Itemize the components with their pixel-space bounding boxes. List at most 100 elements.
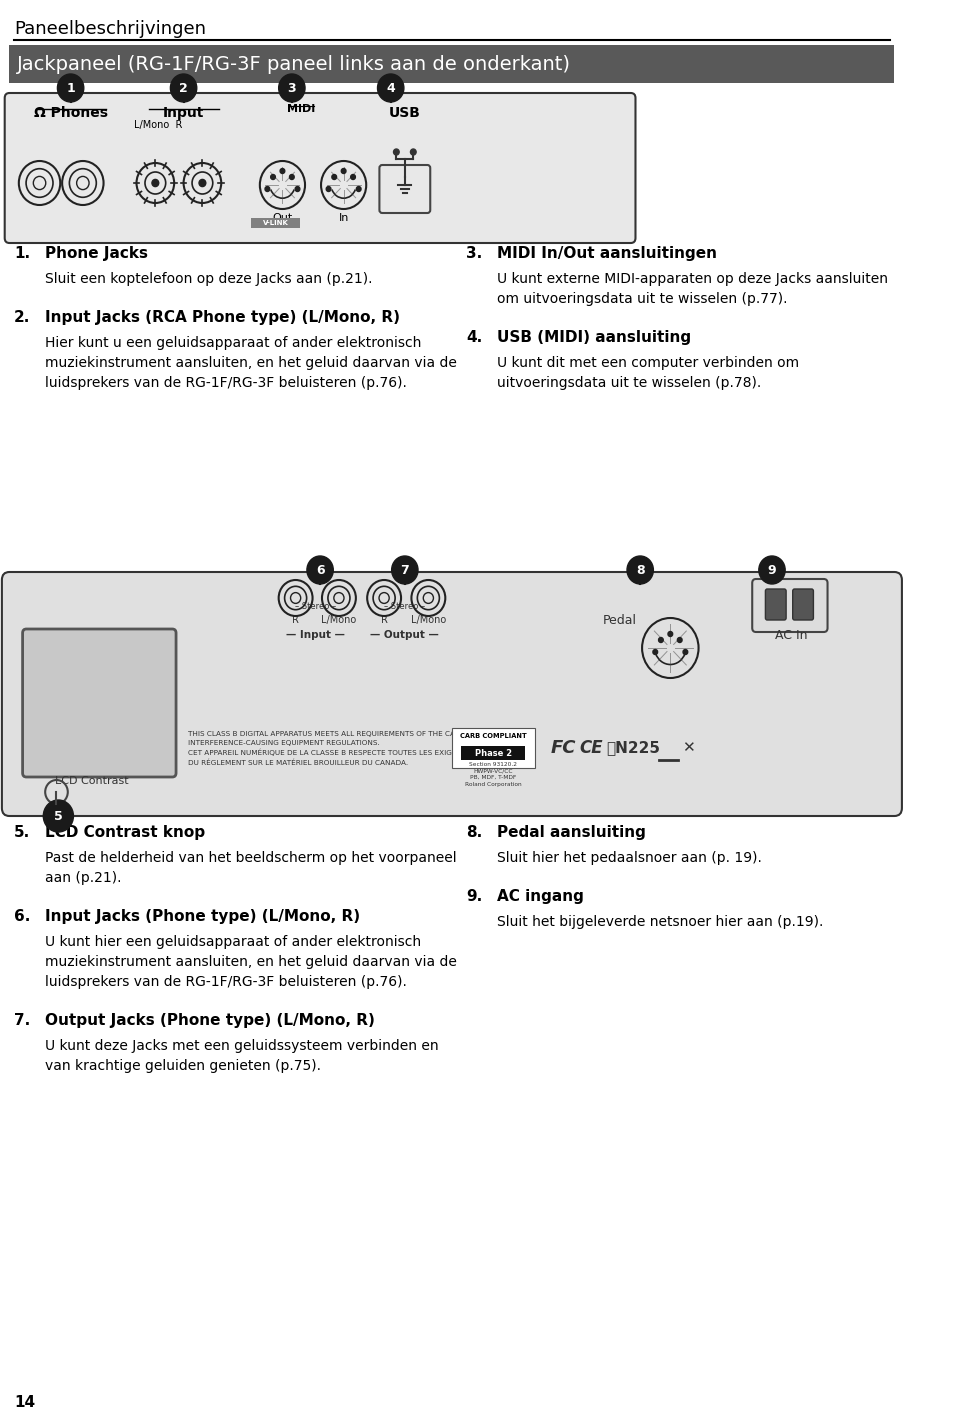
- Text: CARB COMPLIANT: CARB COMPLIANT: [460, 733, 527, 740]
- Text: muziekinstrument aansluiten, en het geluid daarvan via de: muziekinstrument aansluiten, en het gelu…: [45, 356, 457, 370]
- FancyBboxPatch shape: [23, 628, 176, 777]
- Text: Ω Phones: Ω Phones: [34, 106, 108, 120]
- Circle shape: [668, 631, 673, 637]
- Text: 14: 14: [14, 1395, 36, 1409]
- Text: R: R: [381, 615, 388, 625]
- Text: 2: 2: [180, 81, 188, 94]
- Circle shape: [377, 74, 404, 101]
- Circle shape: [171, 74, 197, 101]
- Circle shape: [683, 650, 687, 654]
- Text: U kunt dit met een computer verbinden om: U kunt dit met een computer verbinden om: [497, 356, 800, 370]
- Text: Input: Input: [163, 106, 204, 120]
- Text: R: R: [292, 615, 300, 625]
- Text: 9.: 9.: [466, 890, 482, 904]
- Text: Out: Out: [273, 213, 293, 223]
- Circle shape: [265, 187, 270, 191]
- Text: CE: CE: [579, 740, 603, 757]
- Text: Past de helderheid van het beeldscherm op het voorpaneel: Past de helderheid van het beeldscherm o…: [45, 851, 457, 865]
- FancyBboxPatch shape: [753, 578, 828, 633]
- Circle shape: [43, 800, 73, 833]
- Text: U kunt hier een geluidsapparaat of ander elektronisch: U kunt hier een geluidsapparaat of ander…: [45, 935, 421, 950]
- Text: LCD Contrast: LCD Contrast: [55, 775, 129, 785]
- Text: Sluit een koptelefoon op deze Jacks aan (p.21).: Sluit een koptelefoon op deze Jacks aan …: [45, 271, 372, 286]
- Text: 7.: 7.: [14, 1012, 31, 1028]
- Circle shape: [326, 187, 331, 191]
- Text: LCD Contrast knop: LCD Contrast knop: [45, 825, 205, 840]
- Text: Pedal aansluiting: Pedal aansluiting: [497, 825, 646, 840]
- Text: luidsprekers van de RG-1F/RG-3F beluisteren (p.76).: luidsprekers van de RG-1F/RG-3F beluiste…: [45, 975, 407, 990]
- FancyBboxPatch shape: [252, 218, 300, 228]
- Text: aan (p.21).: aan (p.21).: [45, 871, 122, 885]
- Circle shape: [627, 555, 654, 584]
- Text: MIDI In/Out aansluitingen: MIDI In/Out aansluitingen: [497, 246, 717, 261]
- Text: L/Mono: L/Mono: [411, 615, 446, 625]
- Circle shape: [356, 187, 361, 191]
- Circle shape: [758, 555, 785, 584]
- Text: – Stereo –: – Stereo –: [384, 601, 425, 611]
- Text: Pedal: Pedal: [603, 614, 636, 627]
- Text: 8: 8: [636, 564, 644, 577]
- Circle shape: [307, 555, 333, 584]
- Text: ✕: ✕: [683, 741, 695, 755]
- Text: Paneelbeschrijvingen: Paneelbeschrijvingen: [14, 20, 206, 39]
- Text: 3: 3: [288, 81, 297, 94]
- Text: muziekinstrument aansluiten, en het geluid daarvan via de: muziekinstrument aansluiten, en het gelu…: [45, 955, 457, 970]
- Circle shape: [394, 149, 399, 156]
- Circle shape: [295, 187, 300, 191]
- Text: 5: 5: [54, 810, 62, 823]
- Circle shape: [392, 555, 418, 584]
- Text: AC ingang: AC ingang: [497, 890, 584, 904]
- Text: – Stereo –: – Stereo –: [295, 601, 336, 611]
- Text: 6.: 6.: [14, 910, 31, 924]
- Text: Section 93120.2
HWPW-VC/CC
PB, MDF, T-MDF
Roland Corporation: Section 93120.2 HWPW-VC/CC PB, MDF, T-MD…: [465, 763, 521, 787]
- Circle shape: [271, 174, 276, 180]
- Text: AC In: AC In: [775, 628, 807, 641]
- Text: USB (MIDI) aansluiting: USB (MIDI) aansluiting: [497, 330, 691, 346]
- Text: ⓇN225: ⓇN225: [607, 741, 660, 755]
- Circle shape: [199, 180, 205, 187]
- Text: Phone Jacks: Phone Jacks: [45, 246, 148, 261]
- Circle shape: [332, 174, 337, 180]
- Text: 3.: 3.: [466, 246, 482, 261]
- Text: 4: 4: [386, 81, 396, 94]
- Text: Output Jacks (Phone type) (L/Mono, R): Output Jacks (Phone type) (L/Mono, R): [45, 1012, 375, 1028]
- Circle shape: [678, 637, 683, 643]
- Text: Phase 2: Phase 2: [475, 748, 512, 757]
- FancyBboxPatch shape: [765, 588, 786, 620]
- Text: In: In: [339, 213, 348, 223]
- Text: Hier kunt u een geluidsapparaat of ander elektronisch: Hier kunt u een geluidsapparaat of ander…: [45, 336, 421, 350]
- Text: USB: USB: [389, 106, 420, 120]
- Circle shape: [278, 74, 305, 101]
- Circle shape: [411, 149, 416, 156]
- Text: U kunt externe MIDI-apparaten op deze Jacks aansluiten: U kunt externe MIDI-apparaten op deze Ja…: [497, 271, 888, 286]
- Text: 9: 9: [768, 564, 777, 577]
- Text: uitvoeringsdata uit te wisselen (p.78).: uitvoeringsdata uit te wisselen (p.78).: [497, 376, 761, 390]
- FancyBboxPatch shape: [5, 93, 636, 243]
- Text: — Output —: — Output —: [371, 630, 440, 640]
- Circle shape: [341, 169, 346, 173]
- Circle shape: [350, 174, 355, 180]
- Text: luidsprekers van de RG-1F/RG-3F beluisteren (p.76).: luidsprekers van de RG-1F/RG-3F beluiste…: [45, 376, 407, 390]
- Circle shape: [280, 169, 285, 173]
- Circle shape: [290, 174, 294, 180]
- Text: Input Jacks (RCA Phone type) (L/Mono, R): Input Jacks (RCA Phone type) (L/Mono, R): [45, 310, 400, 326]
- Text: Sluit het bijgeleverde netsnoer hier aan (p.19).: Sluit het bijgeleverde netsnoer hier aan…: [497, 915, 824, 930]
- Text: 6: 6: [316, 564, 324, 577]
- Text: V-LINK: V-LINK: [263, 220, 289, 226]
- FancyBboxPatch shape: [2, 573, 901, 815]
- Text: U kunt deze Jacks met een geluidssysteem verbinden en: U kunt deze Jacks met een geluidssysteem…: [45, 1040, 439, 1052]
- Text: van krachtige geluiden genieten (p.75).: van krachtige geluiden genieten (p.75).: [45, 1060, 322, 1072]
- Text: 4.: 4.: [466, 330, 482, 346]
- Text: Jackpaneel (RG-1F/RG-3F paneel links aan de onderkant): Jackpaneel (RG-1F/RG-3F paneel links aan…: [17, 54, 571, 73]
- Text: L/Mono: L/Mono: [322, 615, 356, 625]
- Text: Input Jacks (Phone type) (L/Mono, R): Input Jacks (Phone type) (L/Mono, R): [45, 910, 360, 924]
- Circle shape: [653, 650, 658, 654]
- Text: — Input —: — Input —: [286, 630, 345, 640]
- Text: L/Mono  R: L/Mono R: [134, 120, 182, 130]
- Text: 8.: 8.: [466, 825, 482, 840]
- Text: MIDI: MIDI: [287, 104, 316, 114]
- Circle shape: [58, 74, 84, 101]
- Text: 2.: 2.: [14, 310, 31, 326]
- FancyBboxPatch shape: [462, 745, 525, 760]
- Text: om uitvoeringsdata uit te wisselen (p.77).: om uitvoeringsdata uit te wisselen (p.77…: [497, 291, 787, 306]
